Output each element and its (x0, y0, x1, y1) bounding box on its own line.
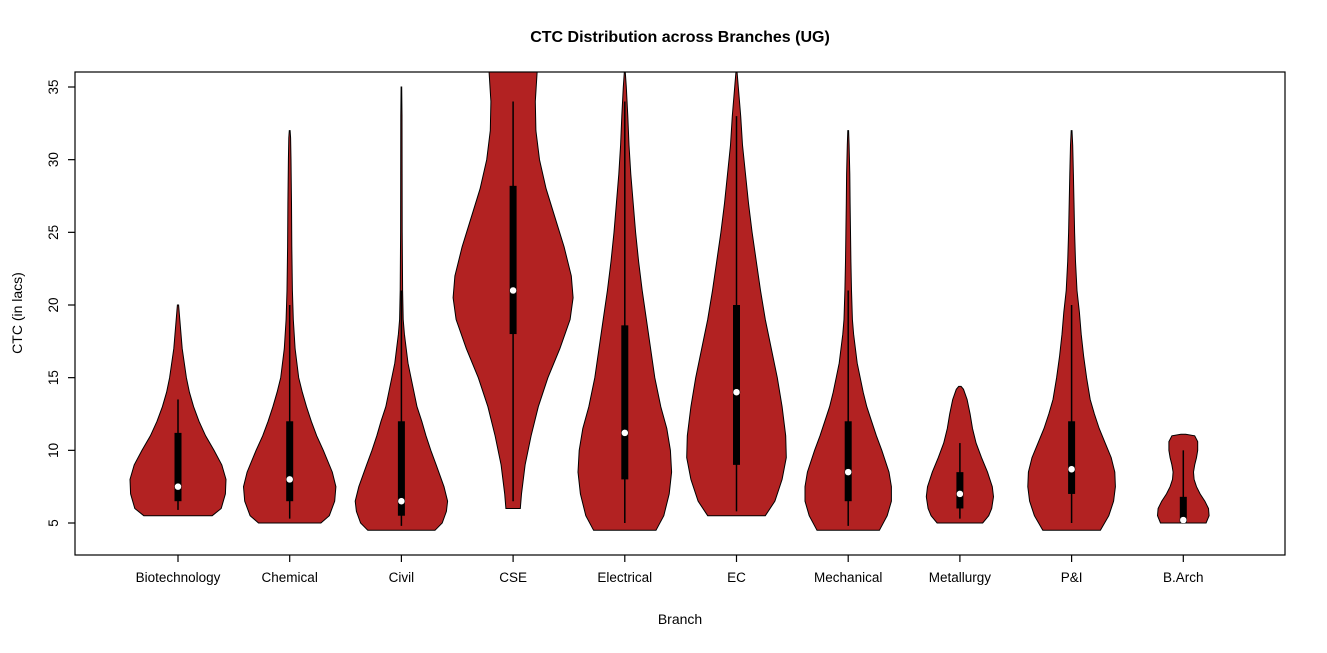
x-axis-label: Branch (658, 611, 702, 627)
median-dot-B.Arch (1179, 516, 1188, 524)
x-tick-label: Civil (389, 570, 415, 585)
x-tick-label: CSE (499, 570, 527, 585)
y-tick-label: 30 (46, 152, 61, 167)
x-tick-label: Electrical (597, 570, 652, 585)
iqr-box-Electrical (621, 325, 629, 480)
x-tick-label: P&I (1061, 570, 1083, 585)
iqr-box-B.Arch (1179, 496, 1187, 523)
median-dot-Chemical (285, 475, 294, 484)
median-dot-Electrical (621, 429, 629, 437)
y-axis-label: CTC (in lacs) (9, 272, 25, 354)
iqr-box-EC (733, 305, 740, 465)
median-dot-Metallurgy (956, 490, 964, 498)
x-tick-label: Metallurgy (929, 570, 992, 585)
median-dot-EC (732, 388, 741, 396)
median-dot-P&I (1067, 465, 1076, 473)
y-tick-label: 20 (46, 297, 61, 312)
iqr-box-Mechanical (844, 421, 852, 502)
x-axis: Biotechnology Chemical Civil CSE Electrical E… (136, 555, 1204, 585)
chart-title: CTC Distribution across Branches (UG) (530, 29, 830, 46)
median-dot-Civil (397, 497, 406, 505)
plot-border (74, 71, 1286, 556)
iqr-box-Biotechnology (174, 432, 182, 502)
boxplot-overlays-group (174, 101, 1188, 526)
x-tick-label: EC (727, 570, 746, 585)
median-dot-Biotechnology (174, 482, 182, 491)
x-tick-label: B.Arch (1163, 570, 1204, 585)
x-tick-label: Mechanical (814, 570, 882, 585)
iqr-box-Chemical (286, 421, 294, 502)
y-tick-label: 5 (46, 519, 61, 527)
y-tick-label: 25 (46, 225, 61, 240)
iqr-box-P&I (1068, 421, 1076, 494)
iqr-box-CSE (509, 185, 517, 335)
y-tick-label: 35 (46, 79, 61, 94)
median-dot-CSE (509, 286, 517, 295)
x-tick-label: Biotechnology (136, 570, 221, 585)
iqr-box-Civil (397, 421, 405, 516)
y-tick-label: 10 (46, 443, 61, 458)
y-tick-label: 15 (46, 370, 61, 385)
x-tick-label: Chemical (262, 570, 318, 585)
y-axis: 5 10 15 20 25 30 35 (46, 79, 75, 527)
median-dot-Mechanical (844, 468, 852, 476)
